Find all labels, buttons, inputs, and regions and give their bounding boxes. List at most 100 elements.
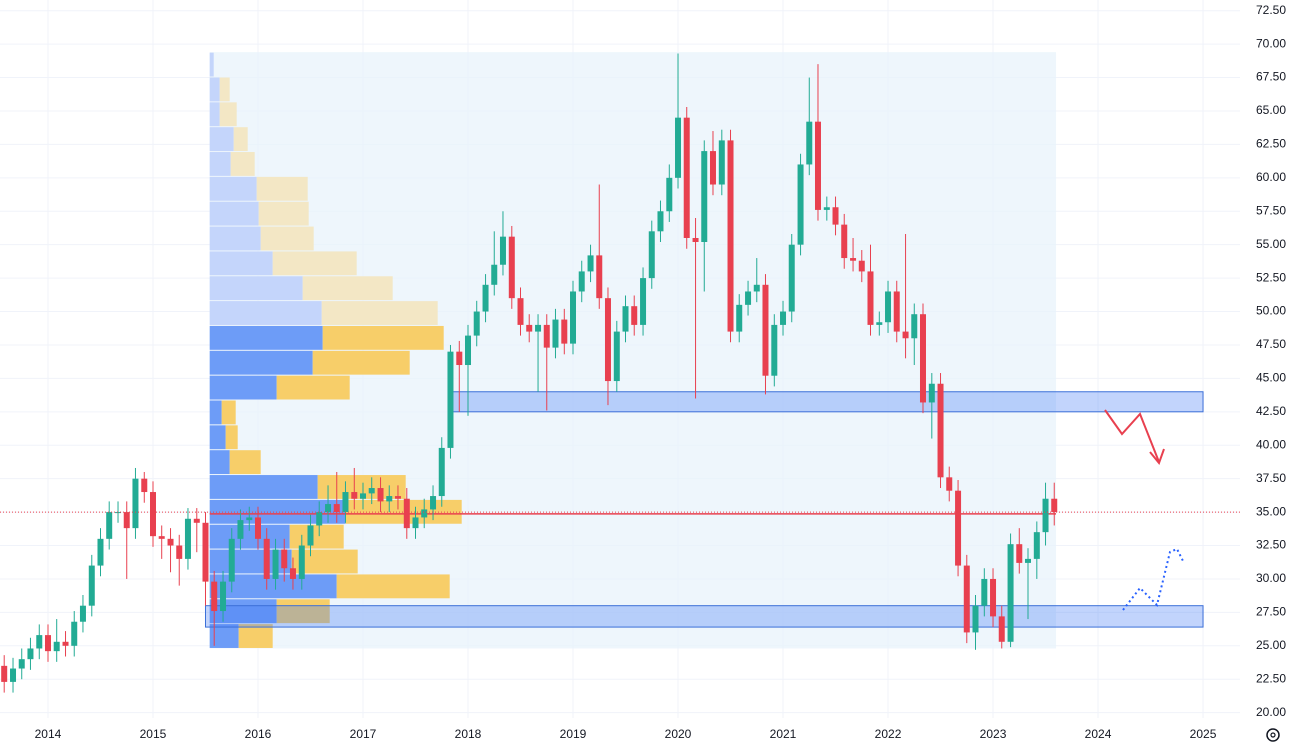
candle-body	[246, 517, 253, 521]
settings-gear[interactable]	[1266, 728, 1280, 742]
candle-body	[1007, 544, 1014, 642]
candle-body	[613, 331, 620, 382]
x-tick-label: 2025	[1190, 727, 1217, 741]
y-tick-label: 55.00	[1256, 237, 1286, 251]
candle-body	[1042, 498, 1049, 533]
x-tick-label: 2014	[35, 727, 62, 741]
candle-body	[885, 291, 892, 323]
candle-body	[508, 236, 515, 299]
candle-body	[115, 512, 122, 514]
y-tick-label: 25.00	[1256, 638, 1286, 652]
candle-body	[386, 496, 393, 502]
candle-body	[543, 324, 550, 348]
y-tick-label: 47.50	[1256, 337, 1286, 351]
candle-body	[753, 284, 760, 292]
candle-body	[360, 493, 367, 499]
y-tick-label: 50.00	[1256, 304, 1286, 318]
profile-down-bar	[317, 475, 406, 499]
candle-body	[430, 496, 437, 510]
y-tick-label: 22.50	[1256, 671, 1286, 685]
candle-body	[552, 319, 559, 348]
candle-body	[141, 478, 148, 493]
y-tick-label: 35.00	[1256, 504, 1286, 518]
candle-body	[193, 518, 200, 523]
candle-body	[132, 478, 139, 529]
y-tick-label: 70.00	[1256, 36, 1286, 50]
y-tick-label: 42.50	[1256, 404, 1286, 418]
candle-body	[814, 121, 821, 210]
candle-body	[254, 517, 261, 539]
candle-body	[832, 207, 839, 225]
candle-body	[307, 525, 314, 546]
x-tick-label: 2018	[455, 727, 482, 741]
candle-body	[955, 490, 962, 566]
candle-body	[622, 306, 629, 332]
candle-body	[911, 314, 918, 339]
candle-body	[788, 244, 795, 312]
candle-body	[867, 271, 874, 325]
candle-body	[718, 140, 725, 185]
candle-body	[403, 498, 410, 529]
candle-body	[990, 578, 997, 617]
candle-body	[447, 351, 454, 448]
candle-body	[281, 549, 288, 569]
profile-up-bar	[209, 276, 303, 301]
y-tick-label: 45.00	[1256, 371, 1286, 385]
profile-range	[209, 52, 1057, 649]
candle-body	[675, 117, 682, 178]
profile-up-bar	[209, 499, 346, 524]
candle-body	[972, 605, 979, 633]
candle-body	[316, 512, 323, 526]
profile-up-bar	[209, 201, 259, 226]
y-tick-label: 60.00	[1256, 170, 1286, 184]
y-tick-label: 20.00	[1256, 705, 1286, 719]
x-tick-label: 2021	[770, 727, 797, 741]
profile-up-bar	[209, 574, 337, 599]
candle-body	[53, 641, 60, 652]
y-tick-label: 72.50	[1256, 3, 1286, 17]
profile-down-bar	[258, 201, 309, 226]
candle-body	[850, 258, 857, 261]
candle-body	[902, 331, 909, 339]
candle-body	[640, 278, 647, 325]
settings-icon[interactable]	[1266, 728, 1280, 742]
candle-body	[771, 324, 778, 376]
y-tick-label: 32.50	[1256, 538, 1286, 552]
candle-body	[333, 504, 340, 513]
profile-down-bar	[233, 127, 248, 152]
profile-down-bar	[230, 152, 255, 176]
candle-body	[263, 538, 270, 579]
candle-body	[604, 298, 611, 382]
profile-down-bar	[312, 350, 410, 375]
candle-body	[998, 616, 1005, 642]
profile-up-bar	[209, 52, 214, 77]
candle-body	[482, 284, 489, 312]
plot-area	[0, 52, 1240, 693]
candle-body	[517, 298, 524, 325]
candle-body	[692, 237, 699, 243]
y-tick-label: 30.00	[1256, 571, 1286, 585]
x-tick-label: 2019	[560, 727, 587, 741]
profile-down-bar	[238, 624, 273, 648]
candle-body	[570, 291, 577, 344]
candle-body	[342, 492, 349, 513]
candle-body	[578, 271, 585, 292]
profile-up-bar	[209, 325, 323, 350]
x-tick-label: 2024	[1085, 727, 1112, 741]
settings-gear-center	[1270, 732, 1276, 738]
candle-body	[27, 648, 34, 660]
candle-body	[211, 581, 218, 612]
y-tick-label: 52.50	[1256, 270, 1286, 284]
profile-down-bar	[336, 574, 450, 599]
y-tick-label: 57.50	[1256, 203, 1286, 217]
candle-body	[727, 140, 734, 332]
profile-up-bar	[209, 226, 261, 251]
x-tick-label: 2022	[875, 727, 902, 741]
profile-up-bar	[209, 450, 230, 475]
candle-body	[858, 260, 865, 272]
candle-body	[745, 291, 752, 305]
profile-up-bar	[209, 400, 222, 425]
axes: 20.00 22.50 25.00 27.50 30.00 32.50 35.00 37.50…	[35, 3, 1287, 741]
candle-body	[394, 496, 401, 499]
y-tick-label: 37.50	[1256, 471, 1286, 485]
